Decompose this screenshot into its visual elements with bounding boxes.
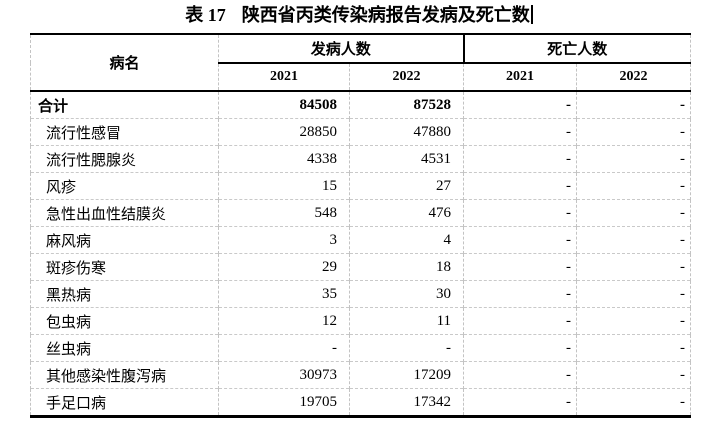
incidence-2021-cell: 30973 xyxy=(218,361,350,389)
disease-name-cell: 手足口病 xyxy=(30,388,219,418)
table-row: 流行性腮腺炎 4338 4531 - - xyxy=(30,145,692,173)
deaths-2021-cell: - xyxy=(463,334,577,362)
incidence-2022-cell: 17209 xyxy=(348,361,464,389)
deaths-2021-cell: - xyxy=(463,145,577,173)
incidence-2022-cell: 27 xyxy=(348,172,464,200)
incidence-2021-cell: 12 xyxy=(218,307,350,335)
incidence-2022-cell: 18 xyxy=(348,253,464,281)
disease-name-cell: 风疹 xyxy=(30,172,219,200)
deaths-2021-cell: - xyxy=(463,361,577,389)
col-header-deaths-2022: 2022 xyxy=(576,63,692,92)
col-header-deaths-2021: 2021 xyxy=(463,63,577,92)
col-group-deaths: 死亡人数 xyxy=(462,33,692,64)
incidence-2022-cell: 47880 xyxy=(348,118,464,146)
header-row-years: 2021 2022 2021 2022 xyxy=(31,63,692,92)
table-row-total: 合计 84508 87528 - - xyxy=(30,91,692,119)
disease-name-cell: 流行性腮腺炎 xyxy=(30,145,219,173)
incidence-2021-cell: 3 xyxy=(218,226,350,254)
incidence-2022-cell: 476 xyxy=(348,199,464,227)
incidence-2021-cell: 28850 xyxy=(218,118,350,146)
disease-name-cell: 黑热病 xyxy=(30,280,219,308)
disease-name-cell: 合计 xyxy=(30,91,219,119)
deaths-2022-cell: - xyxy=(576,280,692,308)
table-row: 手足口病 19705 17342 - - xyxy=(30,388,692,418)
table-row: 流行性感冒 28850 47880 - - xyxy=(30,118,692,146)
incidence-2022-cell: 87528 xyxy=(348,91,464,119)
table-row: 风疹 15 27 - - xyxy=(30,172,692,200)
incidence-2021-cell: 548 xyxy=(218,199,350,227)
incidence-2021-cell: 4338 xyxy=(218,145,350,173)
incidence-2021-cell: 15 xyxy=(218,172,350,200)
table-number: 表 17 xyxy=(185,5,226,25)
disease-name-cell: 丝虫病 xyxy=(30,334,219,362)
incidence-2022-cell: 4531 xyxy=(348,145,464,173)
deaths-2021-cell: - xyxy=(463,226,577,254)
deaths-2022-cell: - xyxy=(576,199,692,227)
incidence-2021-cell: 84508 xyxy=(218,91,350,119)
deaths-2021-cell: - xyxy=(463,253,577,281)
deaths-2022-cell: - xyxy=(576,253,692,281)
deaths-2022-cell: - xyxy=(576,118,692,146)
disease-name-cell: 其他感染性腹泻病 xyxy=(30,361,219,389)
disease-name-cell: 流行性感冒 xyxy=(30,118,219,146)
table-row: 丝虫病 - - - - xyxy=(30,334,692,362)
incidence-2022-cell: 11 xyxy=(348,307,464,335)
deaths-2022-cell: - xyxy=(576,226,692,254)
deaths-2021-cell: - xyxy=(463,91,577,119)
incidence-2022-cell: - xyxy=(348,334,464,362)
deaths-2021-cell: - xyxy=(463,307,577,335)
deaths-2021-cell: - xyxy=(463,199,577,227)
incidence-2021-cell: - xyxy=(218,334,350,362)
incidence-2022-cell: 4 xyxy=(348,226,464,254)
table-title-text: 陕西省丙类传染病报告发病及死亡数 xyxy=(241,5,530,25)
disease-name-cell: 斑疹伤寒 xyxy=(30,253,219,281)
text-cursor xyxy=(530,5,533,24)
deaths-2022-cell: - xyxy=(576,91,692,119)
disease-name-cell: 包虫病 xyxy=(30,307,219,335)
deaths-2022-cell: - xyxy=(576,307,692,335)
incidence-2022-cell: 17342 xyxy=(348,388,464,418)
deaths-2022-cell: - xyxy=(576,145,692,173)
incidence-2021-cell: 19705 xyxy=(218,388,350,418)
col-group-incidence: 发病人数 xyxy=(217,33,464,64)
col-header-incidence-2022: 2022 xyxy=(348,63,464,92)
deaths-2021-cell: - xyxy=(463,388,577,418)
deaths-2021-cell: - xyxy=(463,118,577,146)
deaths-2022-cell: - xyxy=(576,172,692,200)
col-header-incidence-2021: 2021 xyxy=(218,63,350,92)
table-row: 斑疹伤寒 29 18 - - xyxy=(30,253,692,281)
deaths-2022-cell: - xyxy=(576,334,692,362)
deaths-2022-cell: - xyxy=(576,361,692,389)
col-header-disease-name: 病名 xyxy=(30,33,219,92)
table-row: 包虫病 12 11 - - xyxy=(30,307,692,335)
incidence-2021-cell: 29 xyxy=(218,253,350,281)
deaths-2022-cell: - xyxy=(576,388,692,418)
deaths-2021-cell: - xyxy=(463,172,577,200)
deaths-2021-cell: - xyxy=(463,280,577,308)
table-title: 表 17 陕西省丙类传染病报告发病及死亡数 xyxy=(0,2,718,28)
disease-name-cell: 麻风病 xyxy=(30,226,219,254)
table-row: 其他感染性腹泻病 30973 17209 - - xyxy=(30,361,692,389)
table-row: 麻风病 3 4 - - xyxy=(30,226,692,254)
disease-name-cell: 急性出血性结膜炎 xyxy=(30,199,219,227)
table-row: 黑热病 35 30 - - xyxy=(30,280,692,308)
data-table: 病名 发病人数 死亡人数 2021 2022 2021 2022 合计 8450… xyxy=(30,33,692,418)
incidence-2022-cell: 30 xyxy=(348,280,464,308)
incidence-2021-cell: 35 xyxy=(218,280,350,308)
header-row-groups: 病名 发病人数 死亡人数 xyxy=(30,33,692,92)
table-row: 急性出血性结膜炎 548 476 - - xyxy=(30,199,692,227)
